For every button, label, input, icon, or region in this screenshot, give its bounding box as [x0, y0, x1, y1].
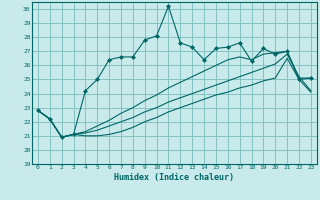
- X-axis label: Humidex (Indice chaleur): Humidex (Indice chaleur): [115, 173, 234, 182]
